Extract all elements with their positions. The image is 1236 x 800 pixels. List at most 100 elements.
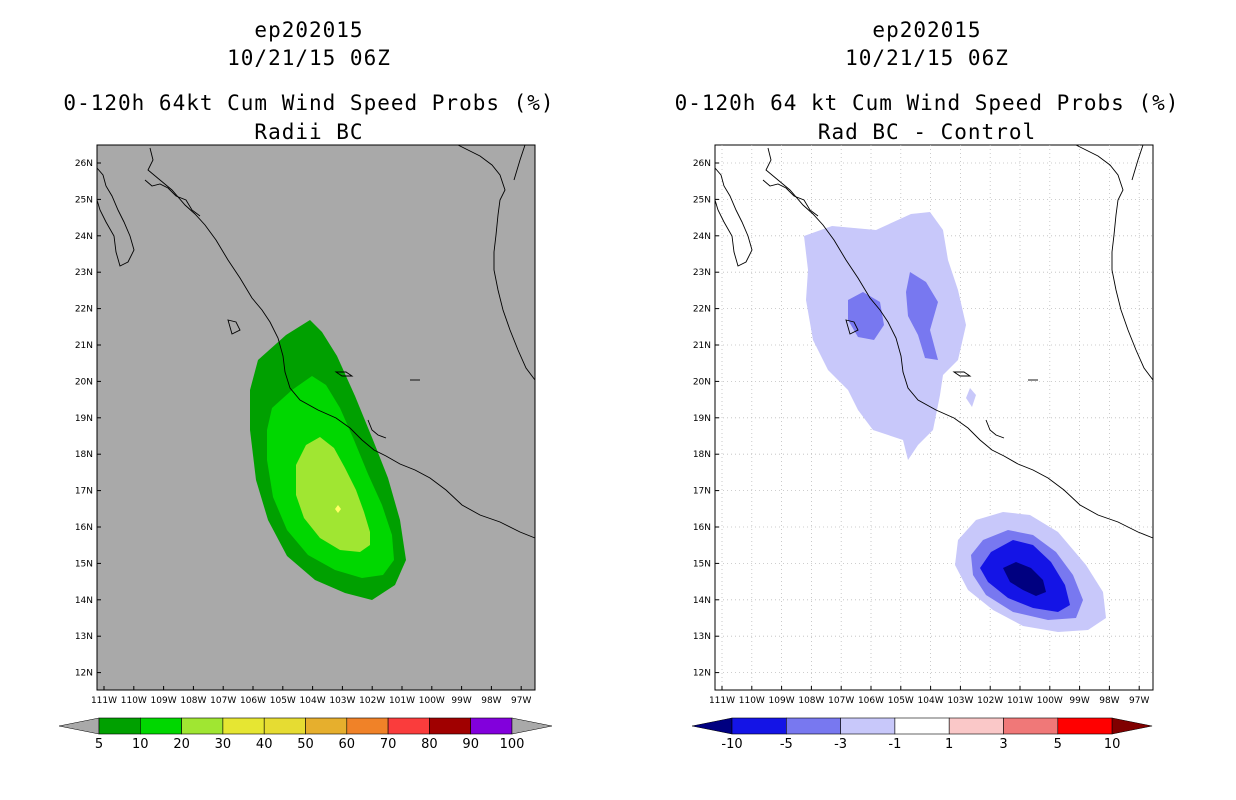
- lat-label: 24N: [75, 232, 93, 242]
- lat-label: 20N: [75, 377, 93, 387]
- lon-label: 104W: [918, 696, 944, 706]
- colorbar-label: 40: [256, 737, 273, 752]
- colorbar-label: -5: [780, 737, 793, 752]
- lat-label: 25N: [75, 195, 93, 205]
- colorbar-label: 5: [95, 737, 103, 752]
- lon-label: 105W: [888, 696, 914, 706]
- left-colorbar: 5 10 20 30 40 50 60 70 80 90 100: [58, 717, 553, 752]
- lat-label: 23N: [75, 268, 93, 278]
- lon-label: 107W: [210, 696, 236, 706]
- lat-label: 13N: [75, 632, 93, 642]
- lat-label: 18N: [693, 450, 711, 460]
- colorbar-label: 80: [421, 737, 438, 752]
- lon-label: 111W: [709, 696, 735, 706]
- lon-label: 98W: [1099, 696, 1119, 706]
- lon-label: 110W: [121, 696, 147, 706]
- lon-label: 99W: [451, 696, 471, 706]
- lon-label: 109W: [151, 696, 177, 706]
- lat-label: 23N: [693, 268, 711, 278]
- lon-label: 108W: [180, 696, 206, 706]
- lat-label: 14N: [693, 596, 711, 606]
- colorbar-label: 20: [173, 737, 190, 752]
- storm-marker: [335, 505, 341, 513]
- lat-label: 16N: [75, 523, 93, 533]
- lon-label: 107W: [828, 696, 854, 706]
- lon-label: 105W: [270, 696, 296, 706]
- left-map-figure: [96, 144, 536, 691]
- colorbar-label: 10: [1104, 737, 1121, 752]
- colorbar-label: 1: [945, 737, 953, 752]
- left-title-variable: 0-120h 64kt Cum Wind Speed Probs (%): [63, 91, 555, 115]
- lat-label: 12N: [75, 669, 93, 679]
- lat-label: 17N: [75, 487, 93, 497]
- lon-label: 100W: [1037, 696, 1063, 706]
- colorbar-label: -1: [888, 737, 901, 752]
- left-title-storm-id: ep202015: [254, 18, 364, 42]
- prob-contour-20: [296, 437, 370, 552]
- lon-label: 102W: [977, 696, 1003, 706]
- lon-label: 99W: [1069, 696, 1089, 706]
- right-title-variable: 0-120h 64 kt Cum Wind Speed Probs (%): [674, 91, 1180, 115]
- diff-contour-minus1: [804, 212, 966, 460]
- colorbar-label: 10: [132, 737, 149, 752]
- lon-label: 104W: [300, 696, 326, 706]
- lat-label: 15N: [693, 559, 711, 569]
- right-panel: ep202015 10/21/15 06Z 0-120h 64 kt Cum W…: [618, 0, 1236, 800]
- lat-label: 15N: [75, 559, 93, 569]
- lat-label: 21N: [75, 341, 93, 351]
- right-title-experiment: Rad BC - Control: [817, 120, 1037, 144]
- colorbar-label: 70: [380, 737, 397, 752]
- colorbar-label: 5: [1054, 737, 1062, 752]
- lat-label: 22N: [693, 305, 711, 315]
- lat-label: 19N: [693, 414, 711, 424]
- left-title-date: 10/21/15 06Z: [227, 46, 391, 70]
- colorbar-label: 3: [999, 737, 1007, 752]
- lon-label: 103W: [329, 696, 355, 706]
- lon-label: 103W: [947, 696, 973, 706]
- lon-label: 106W: [240, 696, 266, 706]
- colorbar-label: 90: [462, 737, 479, 752]
- colorbar-label: 50: [297, 737, 314, 752]
- right-title-storm-id: ep202015: [872, 18, 982, 42]
- diff-contour-minus3-east: [906, 272, 938, 360]
- colorbar-high-arrow: [1111, 717, 1153, 735]
- right-coastlines: [714, 144, 1154, 539]
- lat-label: 16N: [693, 523, 711, 533]
- colorbar-label: -3: [834, 737, 847, 752]
- colorbar-label: 30: [215, 737, 232, 752]
- lon-label: 98W: [481, 696, 501, 706]
- lat-label: 13N: [693, 632, 711, 642]
- colorbar-label: -10: [721, 737, 742, 752]
- colorbar-label: 60: [339, 737, 356, 752]
- lat-label: 25N: [693, 195, 711, 205]
- left-title-experiment: Radii BC: [254, 120, 364, 144]
- colorbar-high-arrow: [511, 717, 553, 735]
- lon-label: 111W: [91, 696, 117, 706]
- lon-label: 101W: [1007, 696, 1033, 706]
- left-panel: ep202015 10/21/15 06Z 0-120h 64kt Cum Wi…: [58, 18, 555, 752]
- lon-label: 97W: [511, 696, 531, 706]
- lon-label: 109W: [769, 696, 795, 706]
- lon-label: 106W: [858, 696, 884, 706]
- diff-contour-minus1-small: [966, 388, 976, 407]
- lat-label: 21N: [693, 341, 711, 351]
- lon-label: 110W: [739, 696, 765, 706]
- right-title-date: 10/21/15 06Z: [845, 46, 1009, 70]
- lat-label: 12N: [693, 669, 711, 679]
- lat-label: 14N: [75, 596, 93, 606]
- lon-label: 102W: [359, 696, 385, 706]
- lat-label: 17N: [693, 487, 711, 497]
- lon-label: 108W: [798, 696, 824, 706]
- lon-label: 97W: [1129, 696, 1149, 706]
- diff-contour-minus10-south: [1003, 562, 1046, 596]
- right-colorbar: -10 -5 -3 -1 1 3 5 10: [691, 717, 1153, 752]
- lat-label: 22N: [75, 305, 93, 315]
- left-coastlines: [96, 144, 536, 539]
- lat-label: 18N: [75, 450, 93, 460]
- lat-label: 26N: [693, 159, 711, 169]
- lat-label: 19N: [75, 414, 93, 424]
- right-map-figure: [714, 144, 1154, 691]
- lat-label: 26N: [75, 159, 93, 169]
- lat-label: 24N: [693, 232, 711, 242]
